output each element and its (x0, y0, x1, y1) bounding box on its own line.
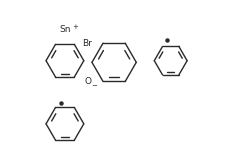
Text: −: − (92, 83, 97, 89)
Text: +: + (72, 23, 78, 30)
Text: Sn: Sn (59, 25, 71, 34)
Text: Br: Br (82, 39, 92, 48)
Text: O: O (85, 77, 91, 86)
